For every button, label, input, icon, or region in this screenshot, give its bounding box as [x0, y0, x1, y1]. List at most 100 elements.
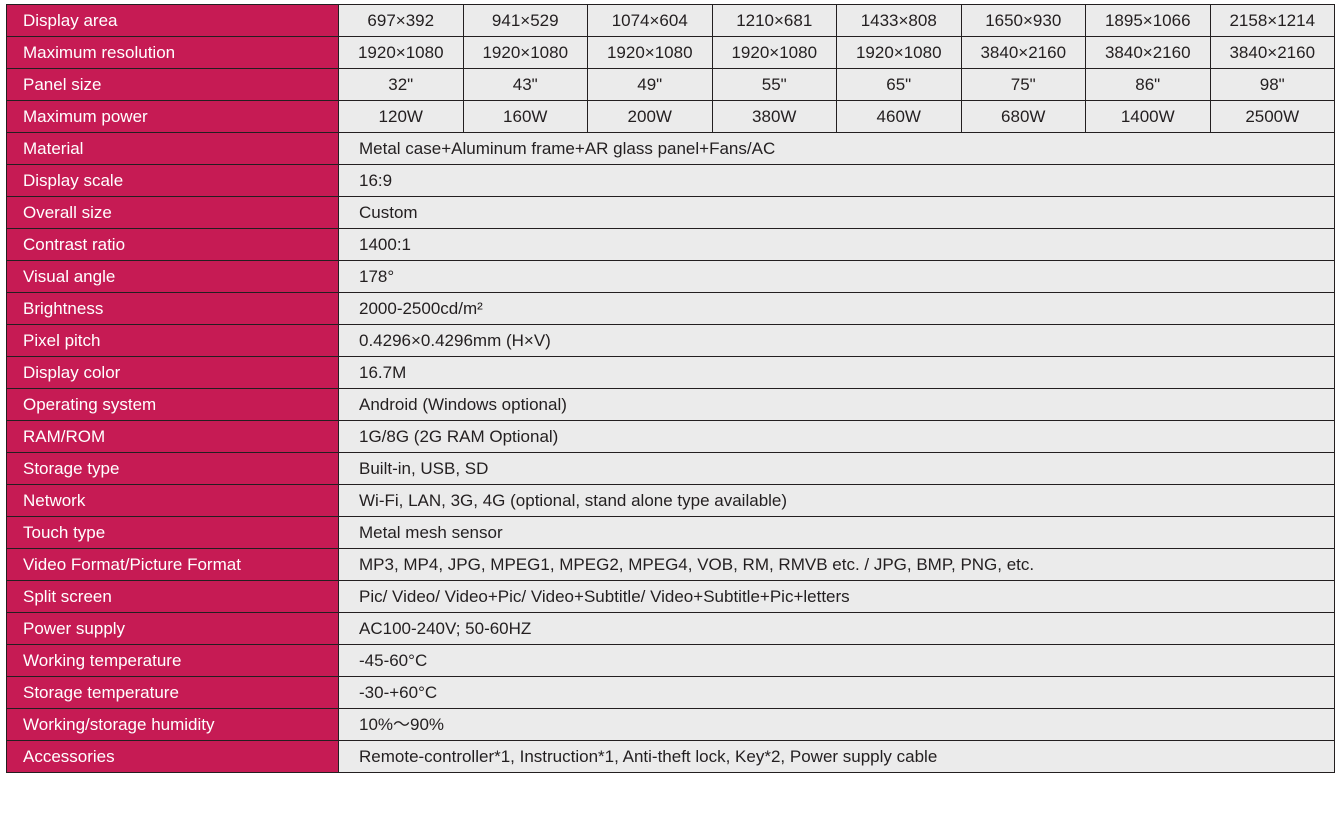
- row-value: AC100-240V; 50-60HZ: [339, 613, 1335, 645]
- table-row: Power supply AC100-240V; 50-60HZ: [7, 613, 1335, 645]
- table-row: Working/storage humidity 10%～90%: [7, 709, 1335, 741]
- table-row: Network Wi-Fi, LAN, 3G, 4G (optional, st…: [7, 485, 1335, 517]
- row-value: 32": [339, 69, 464, 101]
- table-row: Touch type Metal mesh sensor: [7, 517, 1335, 549]
- row-label: Power supply: [7, 613, 339, 645]
- table-row: Video Format/Picture Format MP3, MP4, JP…: [7, 549, 1335, 581]
- row-value: 1400:1: [339, 229, 1335, 261]
- row-value: 2158×1214: [1210, 5, 1335, 37]
- row-label: Operating system: [7, 389, 339, 421]
- row-value: 10%～90%: [339, 709, 1335, 741]
- row-value: 16:9: [339, 165, 1335, 197]
- row-label: Working temperature: [7, 645, 339, 677]
- spec-table-body: Display area 697×392 941×529 1074×604 12…: [7, 5, 1335, 773]
- row-label: Pixel pitch: [7, 325, 339, 357]
- row-value: 65": [837, 69, 962, 101]
- table-row: Overall size Custom: [7, 197, 1335, 229]
- row-label: RAM/ROM: [7, 421, 339, 453]
- row-value: 3840×2160: [1086, 37, 1211, 69]
- row-value: Metal mesh sensor: [339, 517, 1335, 549]
- table-row: Working temperature -45-60°C: [7, 645, 1335, 677]
- row-label: Overall size: [7, 197, 339, 229]
- row-value: 1920×1080: [837, 37, 962, 69]
- row-value: Custom: [339, 197, 1335, 229]
- table-row: Storage type Built-in, USB, SD: [7, 453, 1335, 485]
- row-value: 120W: [339, 101, 464, 133]
- row-value: 98": [1210, 69, 1335, 101]
- row-label: Display color: [7, 357, 339, 389]
- row-value: 1G/8G (2G RAM Optional): [339, 421, 1335, 453]
- row-label: Split screen: [7, 581, 339, 613]
- row-value: 75": [961, 69, 1086, 101]
- row-value: 1650×930: [961, 5, 1086, 37]
- row-value: Pic/ Video/ Video+Pic/ Video+Subtitle/ V…: [339, 581, 1335, 613]
- row-value: 1920×1080: [712, 37, 837, 69]
- row-value: 2000-2500cd/m²: [339, 293, 1335, 325]
- row-value: 3840×2160: [1210, 37, 1335, 69]
- row-value: 380W: [712, 101, 837, 133]
- row-value: 55": [712, 69, 837, 101]
- row-value: 1920×1080: [463, 37, 588, 69]
- table-row: Pixel pitch 0.4296×0.4296mm (H×V): [7, 325, 1335, 357]
- table-row: Split screen Pic/ Video/ Video+Pic/ Vide…: [7, 581, 1335, 613]
- table-row: RAM/ROM 1G/8G (2G RAM Optional): [7, 421, 1335, 453]
- row-value: 178°: [339, 261, 1335, 293]
- row-label: Network: [7, 485, 339, 517]
- row-value: 1920×1080: [588, 37, 713, 69]
- row-label: Material: [7, 133, 339, 165]
- row-label: Working/storage humidity: [7, 709, 339, 741]
- row-value: Built-in, USB, SD: [339, 453, 1335, 485]
- table-row: Storage temperature -30-+60°C: [7, 677, 1335, 709]
- row-value: 460W: [837, 101, 962, 133]
- row-label: Storage type: [7, 453, 339, 485]
- row-value: 160W: [463, 101, 588, 133]
- row-value: 1895×1066: [1086, 5, 1211, 37]
- row-label: Display scale: [7, 165, 339, 197]
- row-label: Contrast ratio: [7, 229, 339, 261]
- row-value: Wi-Fi, LAN, 3G, 4G (optional, stand alon…: [339, 485, 1335, 517]
- spec-table: Display area 697×392 941×529 1074×604 12…: [6, 4, 1335, 773]
- row-label: Panel size: [7, 69, 339, 101]
- row-value: 16.7M: [339, 357, 1335, 389]
- row-value: 0.4296×0.4296mm (H×V): [339, 325, 1335, 357]
- table-row: Maximum power 120W 160W 200W 380W 460W 6…: [7, 101, 1335, 133]
- table-row: Panel size 32" 43" 49" 55" 65" 75" 86" 9…: [7, 69, 1335, 101]
- row-value: 1433×808: [837, 5, 962, 37]
- row-value: -45-60°C: [339, 645, 1335, 677]
- table-row: Accessories Remote-controller*1, Instruc…: [7, 741, 1335, 773]
- row-label: Brightness: [7, 293, 339, 325]
- row-label: Maximum power: [7, 101, 339, 133]
- row-label: Display area: [7, 5, 339, 37]
- row-value: 2500W: [1210, 101, 1335, 133]
- row-value: -30-+60°C: [339, 677, 1335, 709]
- row-label: Touch type: [7, 517, 339, 549]
- row-label: Video Format/Picture Format: [7, 549, 339, 581]
- row-label: Maximum resolution: [7, 37, 339, 69]
- table-row: Brightness 2000-2500cd/m²: [7, 293, 1335, 325]
- row-value: 941×529: [463, 5, 588, 37]
- row-value: 86": [1086, 69, 1211, 101]
- table-row: Display color 16.7M: [7, 357, 1335, 389]
- row-value: Remote-controller*1, Instruction*1, Anti…: [339, 741, 1335, 773]
- table-row: Display area 697×392 941×529 1074×604 12…: [7, 5, 1335, 37]
- row-label: Storage temperature: [7, 677, 339, 709]
- table-row: Maximum resolution 1920×1080 1920×1080 1…: [7, 37, 1335, 69]
- row-value: 1074×604: [588, 5, 713, 37]
- row-label: Visual angle: [7, 261, 339, 293]
- table-row: Visual angle 178°: [7, 261, 1335, 293]
- row-value: 200W: [588, 101, 713, 133]
- row-value: 1920×1080: [339, 37, 464, 69]
- row-value: Android (Windows optional): [339, 389, 1335, 421]
- table-row: Contrast ratio 1400:1: [7, 229, 1335, 261]
- row-value: 697×392: [339, 5, 464, 37]
- table-row: Display scale 16:9: [7, 165, 1335, 197]
- row-value: MP3, MP4, JPG, MPEG1, MPEG2, MPEG4, VOB,…: [339, 549, 1335, 581]
- row-value: 680W: [961, 101, 1086, 133]
- row-value: 43": [463, 69, 588, 101]
- table-row: Material Metal case+Aluminum frame+AR gl…: [7, 133, 1335, 165]
- row-value: Metal case+Aluminum frame+AR glass panel…: [339, 133, 1335, 165]
- row-value: 1400W: [1086, 101, 1211, 133]
- row-label: Accessories: [7, 741, 339, 773]
- row-value: 1210×681: [712, 5, 837, 37]
- row-value: 3840×2160: [961, 37, 1086, 69]
